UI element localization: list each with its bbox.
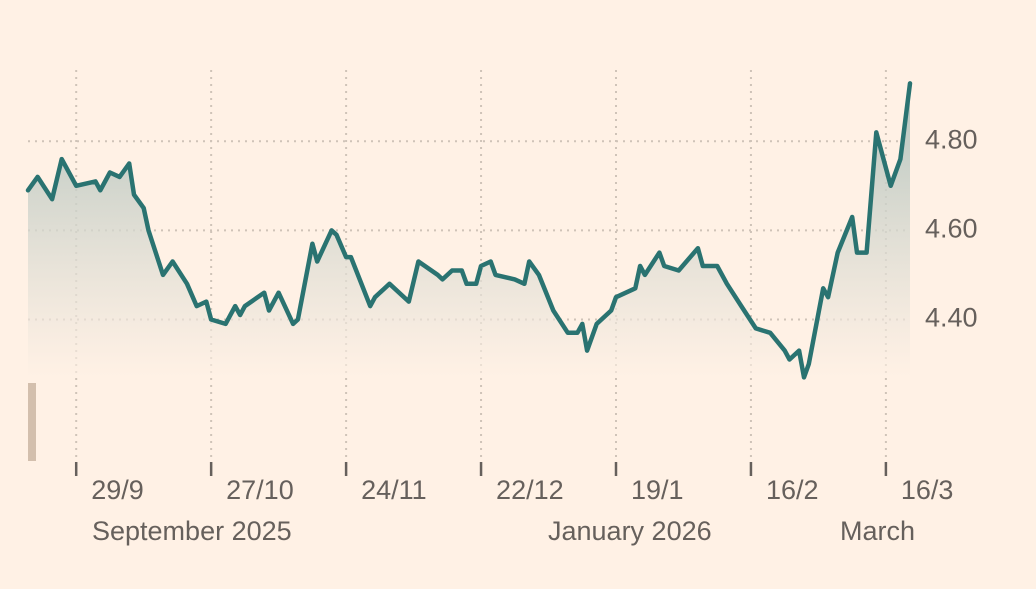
x-tick-label: 29/9 (91, 475, 144, 505)
x-tick-label: 16/2 (766, 475, 819, 505)
range-marker (28, 383, 36, 461)
y-tick-label: 4.40 (925, 303, 978, 333)
period-label: March (840, 516, 915, 546)
x-tick-label: 19/1 (631, 475, 684, 505)
line (25, 81, 913, 380)
x-tick-label: 24/11 (361, 475, 427, 505)
x-tick-label: 16/3 (901, 475, 954, 505)
period-label: September 2025 (92, 516, 292, 546)
x-tick-label: 22/12 (496, 475, 564, 505)
y-tick-label: 4.60 (925, 213, 978, 243)
period-label: January 2026 (548, 516, 712, 546)
x-tick-label: 27/10 (226, 475, 294, 505)
y-tick-label: 4.80 (925, 124, 978, 154)
